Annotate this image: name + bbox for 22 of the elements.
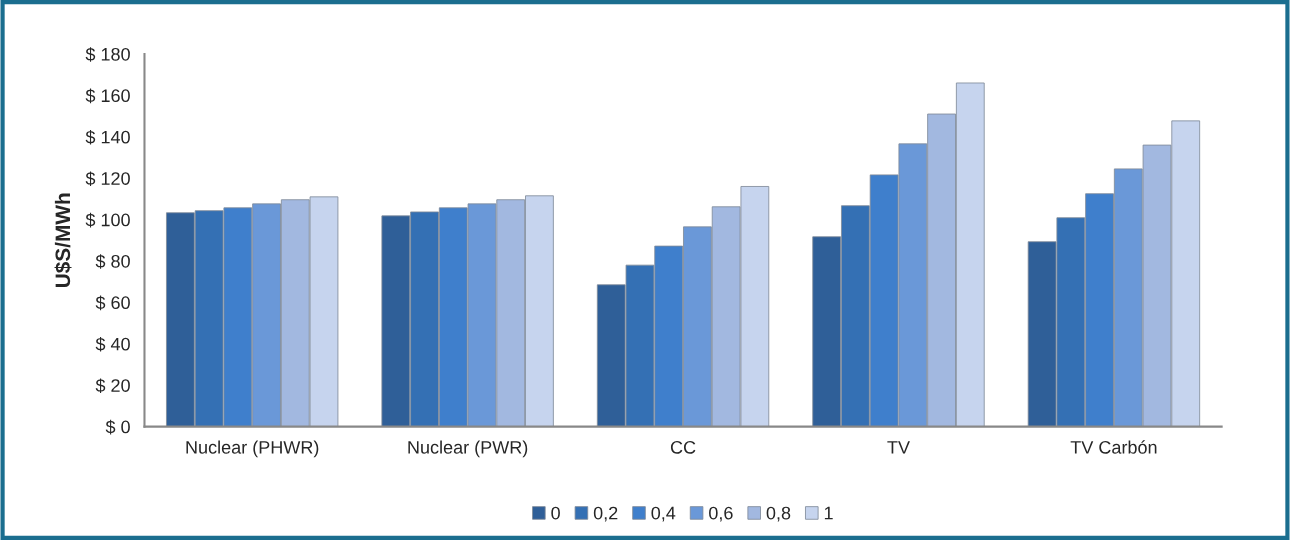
y-tick-label: $ 20 [95, 378, 130, 393]
legend-label: 0,2 [593, 506, 618, 522]
y-tick-label: $ 80 [95, 254, 130, 269]
y-tick-label: $ 180 [85, 47, 130, 62]
x-tick-label: TV [887, 441, 910, 454]
x-tick-label: Nuclear (PWR) [408, 440, 528, 458]
legend-label: 1 [824, 506, 833, 520]
x-tick-label: CC [670, 440, 696, 454]
legend-label: 0,4 [651, 506, 676, 522]
y-tick-label: $ 40 [95, 336, 130, 352]
y-tick-label: $ 160 [85, 88, 130, 104]
legend-label: 0 [551, 506, 560, 520]
y-tick-label: $ 0 [105, 419, 130, 435]
y-tick-label: $ 120 [85, 171, 130, 186]
legend-label: 0,8 [766, 506, 791, 522]
legend-label: 0,6 [709, 506, 733, 522]
x-tick-label: Nuclear (PHWR) [186, 440, 319, 458]
y-tick-label: $ 140 [85, 129, 130, 145]
y-axis-title: U$S/MWh [54, 193, 72, 288]
y-tick-label: $ 100 [85, 212, 130, 228]
y-tick-label: $ 60 [95, 295, 130, 311]
x-tick-label: TV Carbón [1070, 440, 1157, 454]
